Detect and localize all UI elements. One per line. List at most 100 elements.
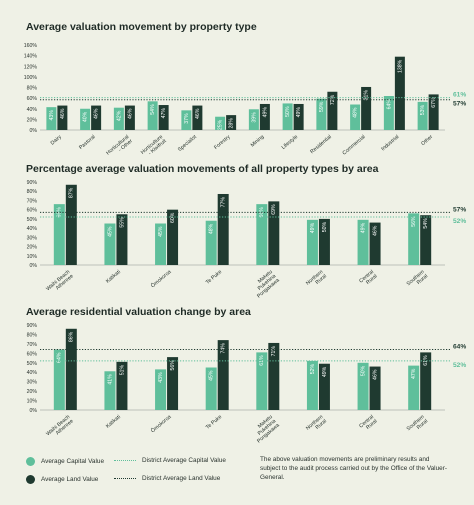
bar-land: [428, 94, 439, 130]
bar-land: [65, 328, 77, 410]
x-tick-label-line: Katikati: [105, 269, 122, 285]
x-tick-label: Dairy: [50, 134, 63, 147]
data-label-capital: 50%: [360, 365, 366, 376]
x-tick-label: CentralRural: [358, 269, 378, 289]
y-tick-label: 20%: [27, 389, 38, 395]
x-tick-label: SouthernRural: [406, 414, 430, 436]
x-tick-label: Katikati: [105, 269, 122, 285]
data-label-capital: 39%: [251, 112, 257, 123]
bar-land: [318, 363, 330, 410]
data-label-land: 47%: [161, 108, 167, 119]
y-tick-label: 60%: [27, 208, 38, 214]
data-label-capital: 40%: [83, 111, 89, 122]
x-tick-label-line: Ōmokoroa: [149, 268, 172, 289]
bar-land: [361, 86, 372, 130]
x-tick-label-line: Te Puke: [205, 414, 223, 431]
data-label-land: 50%: [322, 222, 328, 233]
bar-capital: [256, 204, 268, 265]
chart-0: 0% 20% 40% 60% 80% 100% 120% 140% 160% 43% 46% Dair…: [24, 43, 467, 157]
x-tick-label: Other: [420, 134, 434, 147]
legend-swatch-land: [26, 475, 35, 484]
bar-land: [293, 103, 304, 130]
y-tick-label: 90%: [27, 180, 38, 186]
y-tick-label: 90%: [27, 323, 38, 329]
y-tick-label: 40%: [27, 107, 38, 113]
bar-land: [167, 209, 179, 265]
bar-capital: [80, 108, 91, 130]
data-label-land: 72%: [330, 94, 336, 105]
data-label-capital: 53%: [420, 104, 426, 115]
x-tick-label: MaketuPukehinaPongakawa: [249, 269, 281, 299]
data-label-capital: 64%: [57, 352, 63, 363]
data-label-land: 87%: [69, 187, 75, 198]
bar-land: [394, 56, 405, 130]
bar-capital: [205, 367, 217, 410]
x-tick-label-line: Katikati: [105, 414, 122, 430]
y-tick-label: 140%: [24, 54, 38, 60]
x-tick-label-line: Other: [420, 134, 434, 147]
y-tick-label: 10%: [27, 399, 38, 405]
data-label-land: 46%: [372, 225, 378, 236]
data-label-land: 54%: [423, 218, 429, 229]
bar-capital: [205, 220, 217, 265]
y-tick-label: 80%: [27, 332, 38, 338]
x-tick-label: Pastoral: [78, 134, 96, 151]
bar-capital: [181, 110, 192, 130]
bar-capital: [53, 204, 65, 265]
bar-capital: [383, 96, 394, 130]
bar-land: [420, 352, 432, 410]
data-label-capital: 41%: [107, 374, 113, 385]
y-tick-label: 60%: [27, 351, 38, 357]
y-tick-label: 20%: [27, 117, 38, 123]
district-land-label: 57%: [453, 206, 466, 213]
x-tick-label: Ōmokoroa: [149, 413, 172, 434]
data-label-land: 69%: [271, 204, 277, 215]
data-label-capital: 43%: [49, 110, 55, 121]
y-tick-label: 10%: [27, 254, 38, 260]
data-label-capital: 54%: [150, 104, 156, 115]
y-tick-label: 80%: [27, 86, 38, 92]
x-tick-label: Te Puke: [205, 269, 223, 286]
bar-capital: [113, 107, 124, 130]
legend-item-district-capital: District Average Capital Value: [114, 457, 226, 464]
data-label-land: 55%: [119, 217, 125, 228]
bar-capital: [417, 101, 428, 130]
bar-land: [91, 105, 102, 130]
y-tick-label: 100%: [24, 75, 38, 81]
y-tick-label: 40%: [27, 226, 38, 232]
x-tick-label-line: Pastoral: [78, 134, 96, 151]
y-tick-label: 50%: [27, 217, 38, 223]
x-tick-label: Waihi BeachAthenree: [45, 414, 75, 441]
y-tick-label: 50%: [27, 361, 38, 367]
x-tick-label: MaketuPukehinaPongakawa: [249, 414, 281, 444]
y-tick-label: 40%: [27, 370, 38, 376]
chart-2: 0% 10% 20% 30% 40% 50% 60% 70% 80% 90% 64% 86% Waihi…: [27, 323, 467, 445]
x-tick-label: Te Puke: [205, 414, 223, 431]
legend-item-land: Average Land Value: [26, 475, 98, 484]
data-label-capital: 56%: [411, 216, 417, 227]
data-label-land: 46%: [94, 108, 100, 119]
y-tick-label: 0%: [30, 408, 38, 414]
x-tick-label: NorthernRural: [305, 414, 328, 436]
y-tick-label: 80%: [27, 189, 38, 195]
legend-label-district-land: District Average Land Value: [142, 475, 221, 482]
bar-capital: [248, 109, 259, 130]
district-land-label: 64%: [453, 344, 466, 351]
data-label-land: 60%: [170, 212, 176, 223]
legend-line-district-capital: [114, 460, 136, 461]
data-label-land: 46%: [127, 108, 133, 119]
bar-land: [268, 342, 280, 410]
x-tick-label: Katikati: [105, 414, 122, 430]
data-label-land: 28%: [229, 118, 235, 129]
x-tick-label: Lifestyle: [281, 134, 300, 151]
bar-land: [318, 218, 330, 265]
y-tick-label: 120%: [24, 64, 38, 70]
legend-item-district-land: District Average Land Value: [114, 475, 220, 482]
bar-capital: [256, 352, 268, 410]
bar-capital: [46, 107, 57, 130]
x-tick-label-line: Specialist: [177, 134, 198, 153]
data-label-capital: 25%: [218, 119, 224, 130]
x-tick-label: Specialist: [177, 134, 198, 153]
bar-land: [369, 366, 381, 410]
